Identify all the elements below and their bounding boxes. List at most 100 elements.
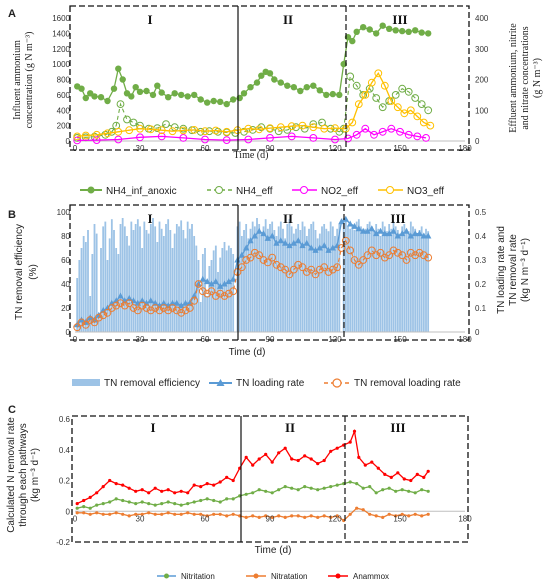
panel-c-nitritation-point (303, 485, 307, 489)
panel-b-bar (82, 236, 85, 332)
panel-b-bar (282, 228, 284, 332)
panel-c-y-tick-label: 0.6 (59, 415, 71, 424)
panel-b-bar (271, 221, 274, 332)
legend-tn-eff-swatch (72, 379, 100, 386)
panel-c-anammox-point (82, 498, 86, 503)
panel-b-bar (154, 226, 157, 332)
panel-b-bar (169, 230, 172, 332)
panel-c-nitritation-point (251, 491, 255, 495)
panel-b-bar (217, 272, 219, 332)
panel-c-nitritation-point (296, 488, 300, 492)
panel-b-bar (416, 236, 419, 332)
panel-a-nh4-eff-point (346, 72, 355, 81)
panel-a-nh4-inf-anoxic-point (165, 94, 172, 101)
panel-b-bars (76, 218, 430, 332)
panel-c-plot: 0 30 60 90 120 150 180-0.200.20.40.6I II III (56, 415, 472, 547)
panel-b-y-tick-label: 0 (66, 328, 71, 337)
panel-b-tn-loading-rate-point (117, 292, 124, 299)
panel-a-no2-eff-point (92, 136, 101, 145)
panel-c-nitratation-point (400, 512, 404, 516)
panel-b-tn-loading-rate-point (208, 280, 215, 287)
panel-a-plot: 0 30 60 90 120 150 180020040060080010001200140… (52, 5, 489, 153)
panel-b-tn-loading-rate-point (139, 297, 146, 304)
panel-a-no3-eff-point (320, 124, 329, 133)
panel-c-anammox-point (409, 478, 413, 483)
panel-b-bar (89, 296, 92, 332)
panel-b-bar (93, 224, 96, 332)
panel-c-anammox-point (173, 491, 177, 495)
panel-a-x-tick-label: 120 (328, 144, 342, 153)
panel-b-tn-removal-loading-rate-point (181, 306, 190, 315)
legend-no3-label: NO3_eff (407, 186, 444, 197)
panel-a-no2-eff-point (136, 133, 144, 142)
legend-no3-marker (386, 186, 394, 194)
panel-b-bar (386, 231, 388, 332)
panel-b-bar (238, 221, 241, 332)
panel-b-bar (279, 221, 282, 332)
panel-b-bar (379, 236, 382, 332)
panel-b-bar (232, 254, 235, 332)
panel-b-ylabel-line2: (%) (28, 264, 39, 280)
panel-b-bar (180, 220, 183, 332)
legend-anammox-label: Anammox (353, 572, 389, 581)
panel-c-anammox-point (140, 488, 144, 492)
panel-c-nitritation-point (361, 486, 365, 490)
panel-c-nitritation-point (114, 497, 118, 501)
panel-b-bar (256, 218, 258, 332)
panel-c-anammox-point (95, 491, 99, 495)
panel-b-tn-removal-loading-rate-point (125, 299, 134, 308)
panel-b-tn-loading-rate-point (282, 239, 289, 246)
panel-c-anammox-point (244, 455, 248, 459)
panel-c-nitritation-line (77, 481, 429, 509)
panel-c-anammox-point (218, 480, 222, 484)
panel-b-bar (210, 260, 213, 332)
panel-a-nh4-inf-anoxic-point (171, 90, 178, 97)
panel-a-nh4-eff-point (391, 91, 400, 99)
panel-a-nh4-inf-anoxic-point (197, 96, 204, 103)
panel-b-tn-removal-loading-rate-point (207, 287, 216, 296)
panel-c-anammox-point (329, 449, 333, 453)
panel-b-ylabel-line1: TN removal efficiency (14, 224, 25, 320)
panel-b-tn-removal-loading-rate-point (155, 306, 164, 315)
panel-b-tn-loading-rate-point (308, 244, 315, 251)
panel-b-tn-removal-loading-rate-point (116, 299, 125, 308)
panel-b-bar (323, 224, 326, 332)
panel-b-tn-removal-loading-rate-point (103, 308, 112, 317)
panel-b-bar (414, 228, 417, 332)
panel-c-nitritation-point (218, 500, 222, 504)
panel-a-nh4-inf-anoxic-point (373, 30, 380, 37)
panel-b-tn-loading-rate-point (238, 251, 245, 258)
legend-nitratation-label: Nitratation (271, 572, 307, 581)
panel-b-bar (113, 230, 115, 332)
legend-nitritation-marker (164, 573, 169, 579)
panel-a-y2label-line3: (g N m⁻³) (532, 58, 543, 98)
panel-a-no2-eff-point (114, 135, 123, 144)
panel-c-ylabel-line1: Calculated N removal rate (6, 417, 17, 533)
panel-b-tn-removal-loading-rate-point (229, 287, 238, 296)
panel-b-tn-removal-loading-rate-point (268, 253, 277, 262)
panel-b-tn-removal-loading-rate-point (341, 236, 350, 245)
panel-b-tn-removal-loading-rate-point (307, 265, 316, 274)
panel-b-tn-removal-loading-rate-point (411, 251, 420, 260)
panel-c-anammox-point (389, 475, 393, 479)
panel-b-tn-removal-loading-rate-point (120, 301, 129, 310)
panel-b-xlabel: Time (d) (229, 347, 266, 358)
panel-b-tn-loading-rate-point (264, 234, 271, 241)
panel-b-tn-removal-loading-rate-point (285, 270, 294, 279)
panel-c-nitratation-point (75, 511, 79, 515)
panel-b-tn-loading-rate-point (360, 227, 367, 234)
panel-c-nitratation-point (277, 514, 281, 518)
panel-b-bar (325, 228, 328, 332)
legend-tn-load-label: TN loading rate (236, 378, 305, 389)
panel-c-anammox-point (114, 482, 118, 486)
panel-c-nitritation-point (264, 489, 268, 493)
panel-b-bar (191, 224, 193, 332)
panel-b-tn-loading-rate-point (104, 304, 111, 311)
panel-c-nitritation-point (88, 506, 92, 510)
panel-a-y2-ticks: 0 100 200 300 400 (475, 14, 489, 146)
panel-b-y2-tick-label: 0.4 (475, 232, 487, 241)
panel-c-nitratation-point (205, 514, 209, 518)
panel-c-nitritation-point (290, 486, 294, 490)
panel-b-bar (396, 230, 399, 332)
panel-a-nh4-inf-anoxic-point (360, 24, 367, 31)
